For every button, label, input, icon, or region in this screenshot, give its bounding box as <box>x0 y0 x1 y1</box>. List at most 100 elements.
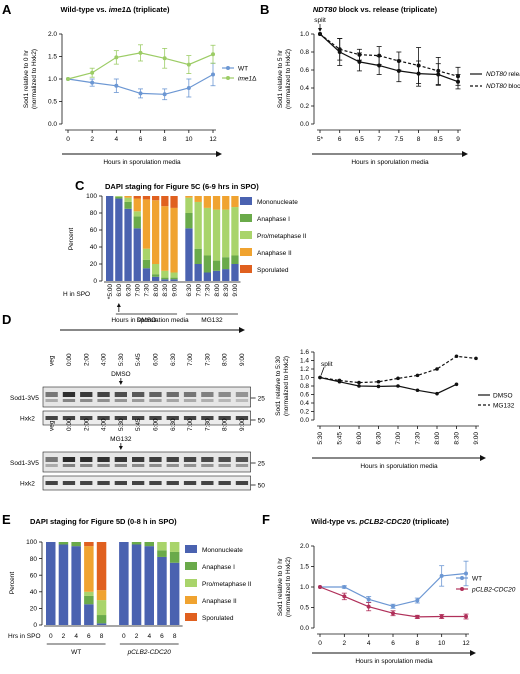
treatment-arrow-head <box>118 381 123 385</box>
bar-segment <box>157 542 167 551</box>
lane-label: 6:30 <box>170 418 177 431</box>
x-tick-label: 0 <box>122 633 126 640</box>
x-tick-label: 4 <box>74 633 78 640</box>
group-label: pCLB2-CDC20 <box>127 649 172 656</box>
x-tick-label: 10 <box>438 640 446 647</box>
data-point <box>357 59 362 64</box>
blot-band <box>114 464 127 467</box>
blot-band <box>149 399 162 402</box>
bar-segment <box>46 542 56 625</box>
data-point <box>435 367 439 371</box>
data-point <box>454 354 459 359</box>
data-point <box>396 376 400 381</box>
mw-marker: 50 <box>258 418 266 425</box>
bar-segment <box>96 600 107 616</box>
bar-segment <box>157 550 167 557</box>
data-point <box>114 83 119 88</box>
data-point <box>318 32 322 36</box>
header-label: Hours in sporulation media <box>111 317 189 324</box>
lane-label: 8:00 <box>222 353 229 366</box>
x-tick-label: 7:00 <box>395 432 402 445</box>
bar-segment <box>212 196 221 210</box>
group-label: DMSO <box>137 317 157 324</box>
data-point <box>114 55 119 60</box>
lane-label: veg <box>49 355 56 366</box>
blot-band <box>132 392 145 397</box>
bar-segment <box>185 213 193 229</box>
x-tick-label: 6:00 <box>356 432 363 445</box>
legend-swatch <box>240 248 252 256</box>
bar-segment <box>124 208 132 281</box>
y-tick-label: 0.2 <box>300 103 309 110</box>
x-tick-label: 8:30 <box>454 432 461 445</box>
blot-band <box>201 416 214 420</box>
mw-marker: 25 <box>258 461 266 468</box>
blot-band <box>45 392 58 397</box>
split-annotation: split <box>321 361 333 368</box>
row-label: Hxk2 <box>20 481 35 488</box>
blot-band <box>235 399 249 402</box>
blot-band <box>149 464 162 467</box>
mw-marker: 25 <box>258 396 266 403</box>
x-axis-label: Hours in sporulation media <box>103 159 181 166</box>
blot-band <box>132 416 145 420</box>
data-point <box>366 597 371 602</box>
mw-marker: 50 <box>258 483 266 490</box>
bar-segment <box>144 546 154 625</box>
blot-band <box>114 481 127 485</box>
x-tick-label: 8:30 <box>162 284 169 297</box>
y-axis-label: (normalized to Hxk2) <box>285 557 292 617</box>
blot-band <box>97 457 110 462</box>
bar-segment <box>152 264 160 275</box>
blot-hxk2 <box>42 410 251 426</box>
bar-segment <box>96 623 107 625</box>
data-point <box>337 378 342 383</box>
y-tick-label: 0.5 <box>48 99 57 106</box>
blot-band <box>132 457 145 462</box>
y-tick-label: 0.8 <box>300 49 309 56</box>
y-tick-label: 60 <box>90 227 98 234</box>
data-point <box>376 384 381 389</box>
bar-segment <box>84 542 94 547</box>
y-tick-label: 0.0 <box>48 121 57 128</box>
blot-band <box>97 464 110 467</box>
bar-segment <box>144 542 154 547</box>
bar-segment <box>212 209 221 261</box>
lane-label: 9:00 <box>239 353 246 366</box>
x-tick-label: *5:00 <box>107 284 114 300</box>
panel-e-letter: E <box>2 512 11 527</box>
data-point <box>376 379 381 384</box>
legend-swatch <box>185 596 197 604</box>
data-point <box>342 594 347 599</box>
data-point <box>318 585 322 589</box>
bar-segment <box>106 196 114 281</box>
blot-band <box>97 399 110 402</box>
data-point <box>211 72 215 77</box>
lane-label: 5:30 <box>118 418 125 431</box>
lane-label: 9:00 <box>239 418 246 431</box>
lane-label: 2:00 <box>83 353 90 366</box>
bar-segment <box>185 228 193 281</box>
y-tick-label: 0.0 <box>300 417 309 424</box>
bar-segment <box>194 201 202 249</box>
blot-band <box>235 464 249 467</box>
lane-label: 5:45 <box>135 353 142 366</box>
legend-label: pCLB2-CDC20 <box>471 587 516 594</box>
bar-segment <box>84 604 94 625</box>
data-point <box>138 50 143 55</box>
bar-segment <box>71 542 81 547</box>
y-tick-label: 100 <box>26 539 37 546</box>
x-tick-label: 6 <box>87 633 91 640</box>
data-point <box>162 92 167 97</box>
legend-swatch <box>185 545 197 553</box>
bar-segment <box>231 264 239 281</box>
data-point <box>416 63 421 68</box>
y-tick-label: 1.4 <box>300 358 309 365</box>
y-tick-label: 20 <box>30 606 38 613</box>
x-tick-label: 2 <box>62 633 66 640</box>
data-point <box>211 52 215 57</box>
blot-band <box>80 481 93 485</box>
blot-sod1 <box>42 386 251 408</box>
x-tick-label: 6:30 <box>186 284 193 297</box>
lane-label: 7:00 <box>187 353 194 366</box>
